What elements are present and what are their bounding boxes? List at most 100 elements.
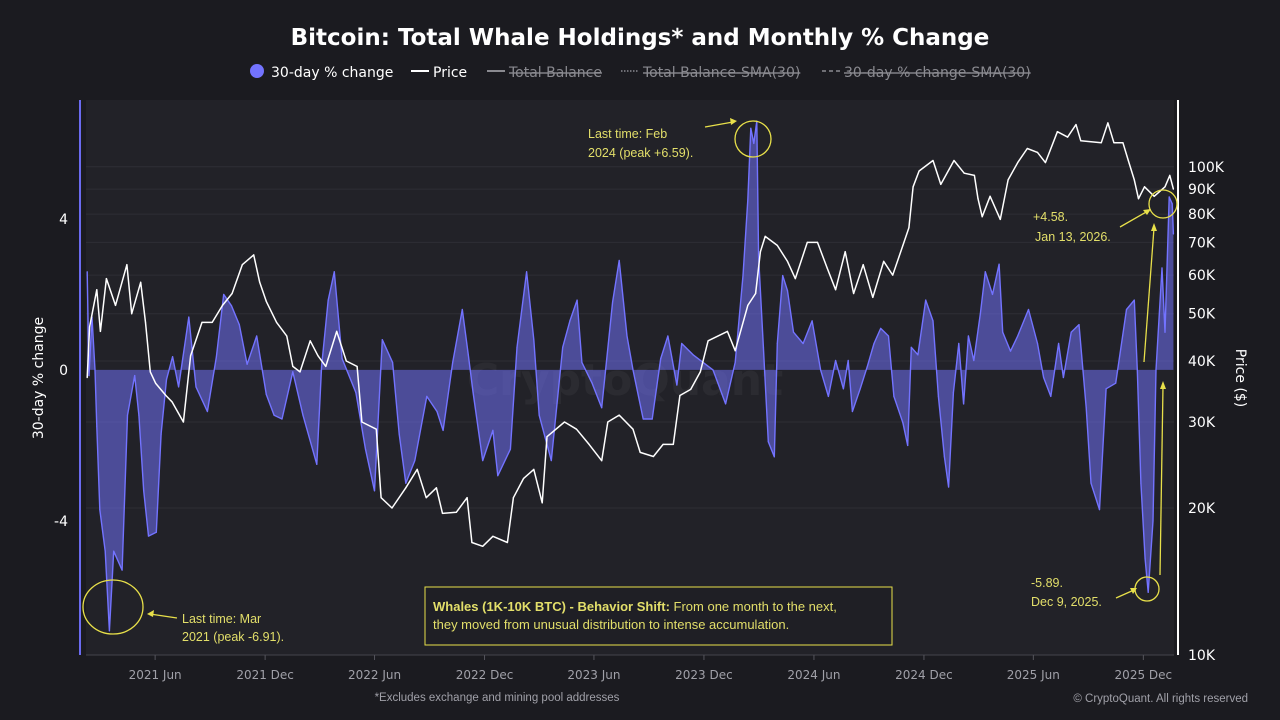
left-tick-label: 4: [59, 212, 68, 228]
annotation-jan2026-line2: Jan 13, 2026.: [1035, 230, 1111, 244]
pct-change-point: [472, 392, 474, 394]
pct-change-point: [692, 354, 694, 356]
price-point: [1075, 123, 1077, 126]
pct-change-point: [773, 456, 775, 458]
price-point: [834, 289, 837, 291]
price-point: [632, 428, 634, 430]
pct-change-point: [381, 339, 383, 341]
legend-item-label[interactable]: 30-day % change: [271, 65, 393, 81]
price-point: [892, 274, 894, 276]
price-point: [1007, 179, 1009, 181]
legend-item-label[interactable]: Total Balance: [508, 65, 602, 81]
pct-change-point: [171, 356, 174, 358]
price-point: [607, 421, 609, 423]
pct-change-point: [581, 361, 583, 363]
pct-change-point: [667, 335, 669, 337]
price-point: [126, 264, 128, 266]
price-point: [99, 330, 102, 333]
pct-change-point: [1042, 376, 1045, 379]
price-point: [441, 512, 444, 514]
pct-change-point: [467, 354, 469, 356]
price-point: [672, 443, 674, 445]
legend: 30-day % change Price Total Balance Total B…: [250, 64, 1031, 81]
pct-change-point: [188, 316, 190, 318]
price-point: [1122, 142, 1124, 144]
price-point: [883, 260, 885, 262]
price-point: [1169, 174, 1171, 177]
pct-change-point: [802, 342, 804, 345]
price-point: [1080, 140, 1082, 142]
pct-change-point: [86, 271, 88, 273]
price-point: [140, 281, 142, 283]
pct-change-point: [1147, 591, 1149, 593]
pct-change-point: [147, 535, 150, 537]
price-point: [105, 278, 108, 280]
price-point: [588, 443, 590, 445]
legend-item-label[interactable]: Total Balance-SMA(30): [642, 65, 800, 81]
price-point: [96, 289, 98, 291]
price-point: [862, 264, 864, 266]
pct-change-point: [910, 346, 912, 348]
pct-change-point: [660, 358, 662, 360]
pct-change-point: [591, 382, 593, 384]
right-tick-label: 90K: [1188, 182, 1216, 198]
price-point: [1113, 142, 1115, 144]
pct-change-point: [373, 490, 376, 492]
pct-change-point: [712, 369, 714, 371]
price-point: [189, 355, 192, 357]
legend-item-label[interactable]: 30-day % change-SMA(30): [844, 65, 1031, 81]
price-point: [726, 330, 728, 333]
pct-change-point: [1036, 342, 1039, 345]
price-point: [466, 497, 468, 499]
right-tick-label: 30K: [1188, 415, 1216, 431]
x-axis: 2021 Jun 2021 Dec 2022 Jun 2022 Dec 2023 Jun…: [129, 655, 1172, 682]
price-point: [776, 244, 778, 247]
pct-change-point: [1168, 196, 1170, 198]
annotation-mar2021-line2: 2021 (peak -6.91).: [182, 630, 284, 644]
price-point: [211, 321, 213, 323]
legend-item-label[interactable]: Price: [433, 65, 467, 81]
price-point: [639, 451, 641, 453]
arrowhead-icon: [1143, 209, 1151, 215]
price-point: [231, 292, 233, 295]
price-point: [405, 487, 407, 489]
pct-change-point: [509, 448, 511, 450]
callout-bold: Whales (1K-10K BTC) - Behavior Shift:: [433, 599, 670, 614]
pct-change-point: [847, 359, 849, 362]
pct-change-point: [88, 375, 90, 377]
pct-change-point: [177, 386, 180, 388]
pct-change-point: [238, 324, 240, 326]
pct-change-point: [651, 418, 653, 420]
pct-change-point: [819, 369, 822, 371]
price-point: [912, 186, 914, 188]
price-point: [471, 541, 473, 544]
price-point: [114, 304, 117, 307]
pct-change-point: [1115, 382, 1117, 384]
price-point: [999, 218, 1001, 221]
pct-change-point: [414, 459, 416, 462]
price-point: [662, 443, 664, 445]
right-axis: 10K 20K 30K 40K 50K 60K 70K 80K 90K 100K: [1188, 160, 1225, 664]
pct-change-point: [96, 425, 98, 428]
price-point: [764, 235, 766, 238]
price-point: [1056, 131, 1058, 133]
pct-change-point: [776, 342, 778, 345]
pct-change-point: [750, 127, 752, 129]
pct-change-point: [452, 361, 454, 363]
price-point: [533, 468, 535, 470]
pct-change-point: [907, 444, 909, 447]
pct-change-point: [925, 299, 927, 301]
price-point: [506, 541, 508, 544]
price-point: [86, 376, 88, 379]
pct-change-point: [842, 388, 844, 390]
pct-change-point: [492, 429, 494, 431]
callout-text1: From one month to the next,: [670, 599, 837, 614]
callout-box: [424, 586, 893, 646]
legend-dot-icon: [250, 64, 264, 78]
price-point: [416, 468, 418, 470]
pct-change-point: [223, 293, 225, 296]
x-tick-label: 2022 Jun: [348, 668, 401, 682]
price-point: [1100, 142, 1102, 144]
left-axis: -4 0 4: [54, 212, 68, 530]
price-point: [908, 227, 910, 229]
